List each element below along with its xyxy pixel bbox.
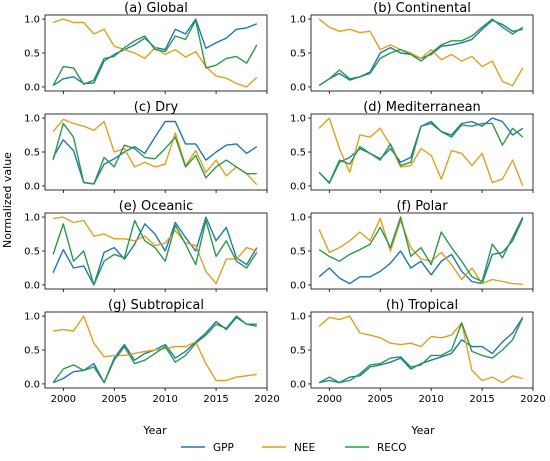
- series-line-reco: [52, 122, 257, 185]
- panels-group: (a) Global 0.0 0.5 1.0 (b) Continental 0.0 0.5…: [24, 1, 546, 405]
- y-tick-label: 1.0: [290, 15, 306, 26]
- series-line-nee: [318, 217, 523, 285]
- series-line-reco: [52, 315, 257, 384]
- y-tick-label: 0.5: [24, 346, 40, 357]
- y-tick-label: 0.0: [24, 379, 40, 390]
- panel-8: (h) Tropical 0.0 0.5 1.0 2000 2005 2010 2015 202…: [290, 298, 546, 405]
- series-line-nee: [318, 117, 524, 187]
- legend-label-nee: NEE: [294, 442, 315, 454]
- series-line-gpp: [52, 18, 258, 87]
- series-line-reco: [52, 219, 258, 286]
- x-tick-label: 2020: [254, 394, 279, 405]
- x-tick-label: 2000: [51, 394, 76, 405]
- y-tick-label: 0.5: [290, 148, 306, 159]
- x-tick-label: 2015: [203, 394, 228, 405]
- y-tick-label: 0.5: [24, 148, 40, 159]
- x-tick-label: 2000: [317, 394, 342, 405]
- series-line-reco: [318, 122, 524, 184]
- panel-title: (b) Continental: [373, 1, 471, 16]
- panel-title: (a) Global: [124, 1, 188, 16]
- panel-title: (f) Polar: [396, 199, 448, 214]
- y-tick-label: 1.0: [290, 312, 306, 323]
- panel-1: (a) Global 0.0 0.5 1.0: [24, 1, 268, 94]
- series-line-nee: [52, 18, 258, 88]
- y-tick-label: 1.0: [24, 15, 40, 26]
- x-tick-label: 2005: [102, 394, 127, 405]
- x-tick-label: 2010: [418, 394, 443, 405]
- x-tick-label: 2015: [469, 394, 494, 405]
- y-tick-label: 1.0: [290, 213, 306, 224]
- panel-frame: [310, 14, 534, 92]
- y-tick-label: 1.0: [24, 312, 40, 323]
- series-line-nee: [318, 18, 524, 87]
- panel-6: (f) Polar 0.0 0.5 1.0: [290, 199, 534, 292]
- series-line-gpp: [52, 216, 258, 286]
- y-tick-label: 0.0: [290, 280, 306, 291]
- series-line-reco: [318, 216, 524, 283]
- y-tick-label: 0.5: [290, 247, 306, 258]
- panel-7: (g) Subtropical 0.0 0.5 1.0 2000 2005 2010 2015…: [24, 298, 280, 405]
- y-tick-label: 0.5: [290, 49, 306, 60]
- x-tick-label: 2020: [520, 394, 545, 405]
- panel-frame: [310, 311, 534, 389]
- panel-frame: [310, 212, 534, 290]
- panel-title: (g) Subtropical: [108, 298, 204, 313]
- x-tick-label: 2010: [152, 394, 177, 405]
- y-tick-label: 1.0: [24, 114, 40, 125]
- y-tick-label: 0.0: [24, 280, 40, 291]
- panel-5: (e) Oceanic 0.0 0.5 1.0: [24, 199, 268, 292]
- y-axis-label: Normalized value: [1, 152, 14, 248]
- legend-label-reco: RECO: [377, 442, 407, 454]
- x-axis-label-right: Year: [410, 424, 435, 437]
- legend: GPP NEE RECO: [181, 442, 407, 454]
- y-tick-label: 1.0: [24, 213, 40, 224]
- series-line-reco: [318, 18, 524, 87]
- y-tick-label: 0.0: [290, 181, 306, 192]
- panel-3: (c) Dry 0.0 0.5 1.0: [24, 100, 268, 193]
- panel-2: (b) Continental 0.0 0.5 1.0: [290, 1, 534, 94]
- series-line-nee: [52, 118, 258, 186]
- series-line-reco: [52, 19, 258, 86]
- panel-4: (d) Mediterranean 0.0 0.5 1.0: [290, 100, 534, 193]
- series-line-nee: [53, 315, 257, 382]
- series-line-reco: [318, 317, 524, 384]
- y-tick-label: 0.0: [24, 82, 40, 93]
- legend-label-gpp: GPP: [213, 442, 234, 454]
- series-line-nee: [53, 216, 258, 285]
- panel-title: (h) Tropical: [386, 298, 458, 313]
- y-tick-label: 1.0: [290, 114, 306, 125]
- y-tick-label: 0.5: [290, 346, 306, 357]
- x-tick-label: 2005: [368, 394, 393, 405]
- series-line-gpp: [318, 317, 524, 384]
- y-tick-label: 0.5: [24, 49, 40, 60]
- y-tick-label: 0.0: [290, 82, 306, 93]
- panel-title: (e) Oceanic: [119, 199, 194, 214]
- series-line-gpp: [318, 218, 524, 285]
- y-tick-label: 0.0: [290, 379, 306, 390]
- series-line-nee: [318, 315, 523, 384]
- panel-title: (d) Mediterranean: [363, 100, 481, 115]
- y-tick-label: 0.0: [24, 181, 40, 192]
- series-line-gpp: [318, 19, 523, 87]
- y-tick-label: 0.5: [24, 247, 40, 258]
- panel-title: (c) Dry: [134, 100, 179, 115]
- x-axis-label-left: Year: [142, 424, 167, 437]
